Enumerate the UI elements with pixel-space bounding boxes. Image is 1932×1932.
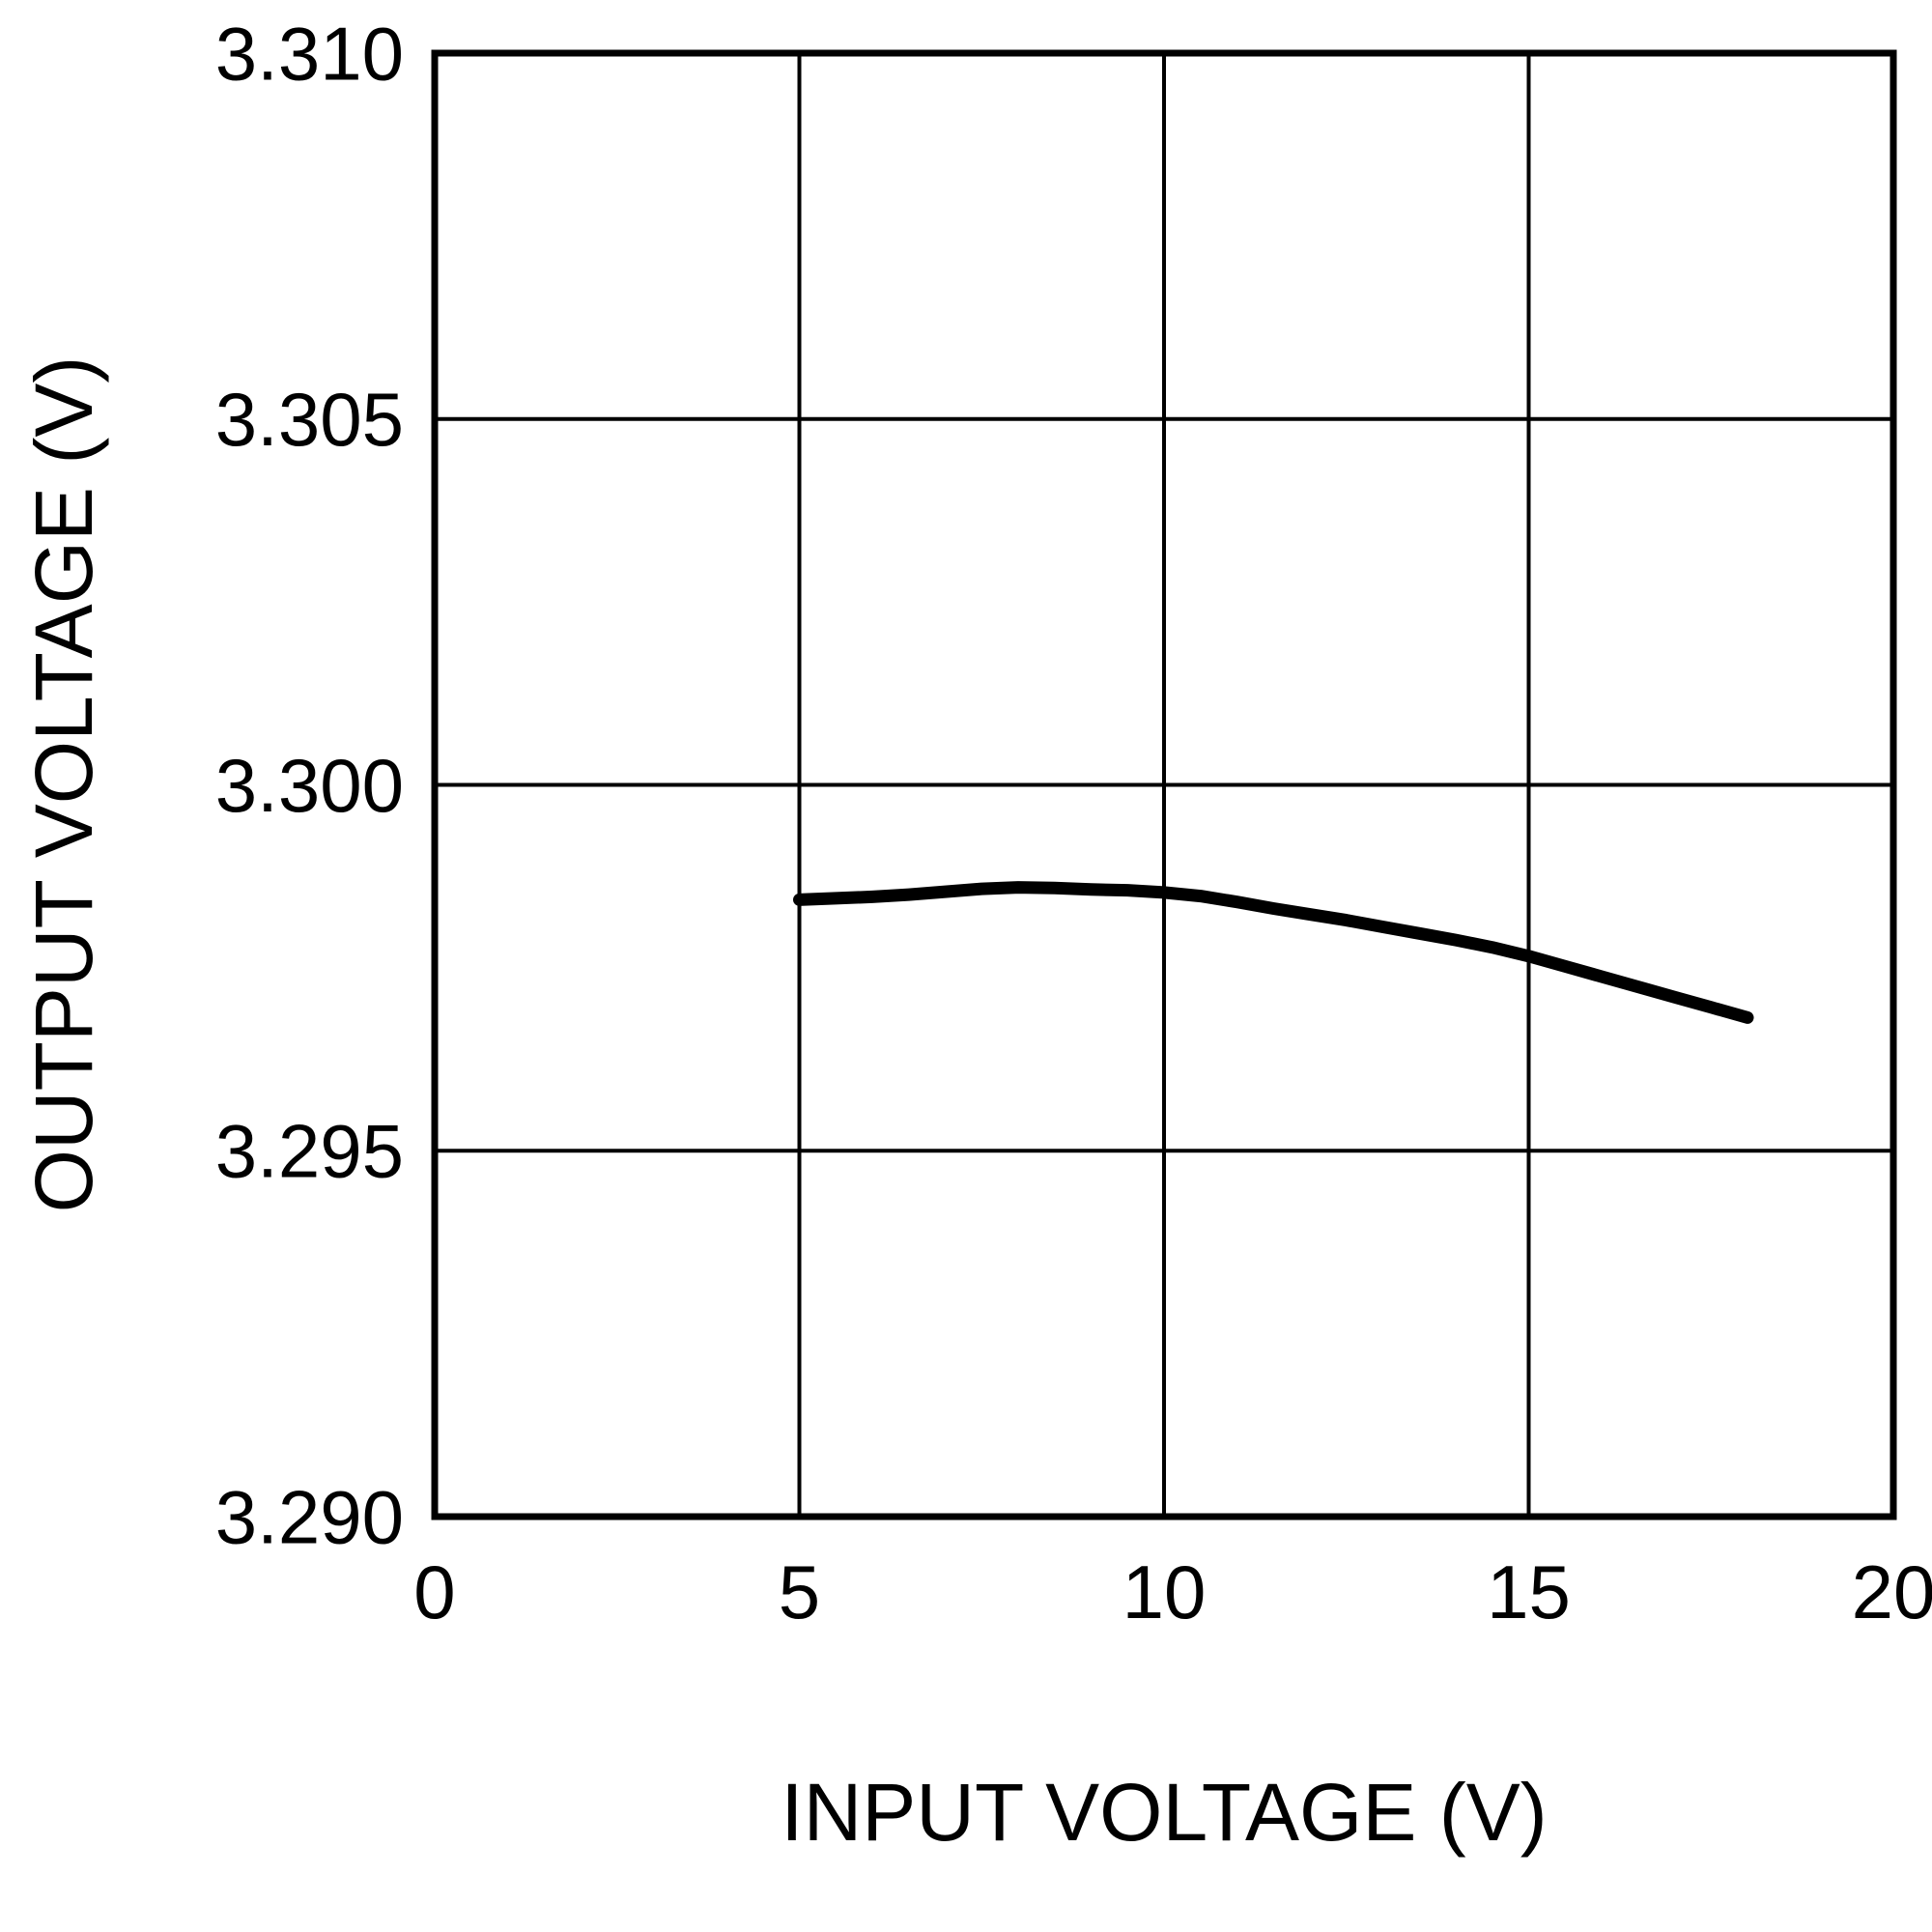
x-tick-label: 0 bbox=[413, 1549, 455, 1634]
y-tick-label: 3.300 bbox=[215, 743, 404, 828]
y-tick-label: 3.295 bbox=[215, 1109, 404, 1194]
grid-layer bbox=[435, 53, 1893, 1517]
plot-frame bbox=[431, 49, 1897, 1520]
x-tick-label: 10 bbox=[1122, 1549, 1207, 1634]
y-tick-label: 3.310 bbox=[215, 11, 404, 96]
y-tick-label: 3.290 bbox=[215, 1474, 404, 1559]
plot-frame-layer bbox=[431, 49, 1897, 1520]
x-tick-label: 15 bbox=[1487, 1549, 1571, 1634]
x-axis-title: INPUT VOLTAGE (V) bbox=[781, 1767, 1547, 1858]
y-tick-label: 3.305 bbox=[215, 377, 404, 462]
x-tick-label: 5 bbox=[779, 1549, 820, 1634]
y-axis-title: OUTPUT VOLTAGE (V) bbox=[18, 356, 109, 1213]
tick-label-layer: 0 5 10 15 20 3.290 3.295 3.300 3.305 3.310 bbox=[215, 11, 1932, 1634]
x-tick-label: 20 bbox=[1852, 1549, 1932, 1634]
data-series-layer bbox=[793, 881, 1754, 1024]
series-line-output-voltage-vs-input-voltage bbox=[793, 881, 1754, 1024]
